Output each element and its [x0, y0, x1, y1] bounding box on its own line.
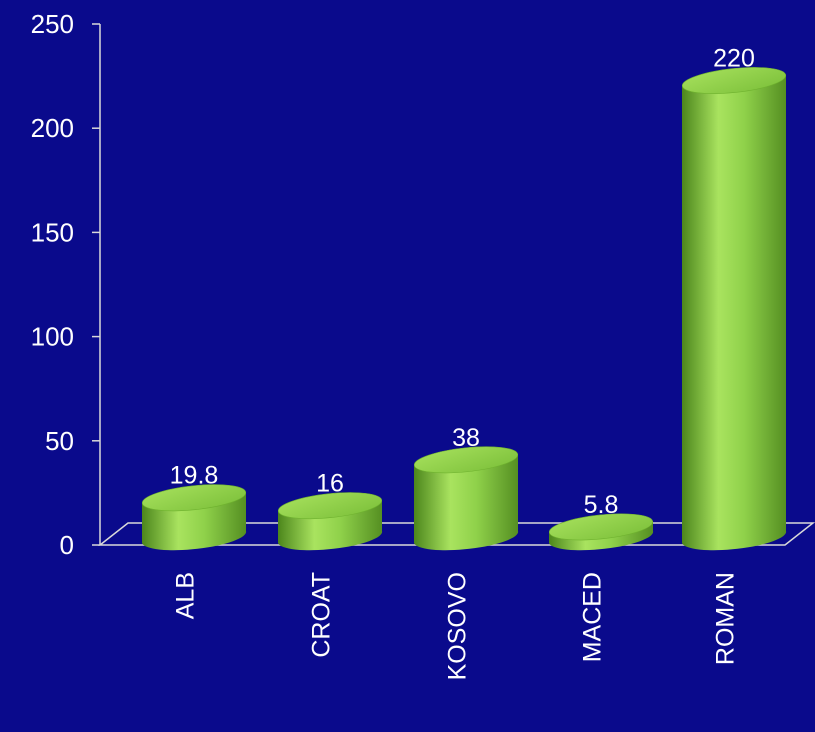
data-label: 19.8	[170, 462, 219, 490]
y-tick-label: 0	[60, 530, 74, 560]
data-label: 38	[452, 424, 480, 452]
bar-top	[548, 513, 654, 541]
category-label: ROMAN	[712, 572, 740, 665]
bar-croat	[277, 492, 383, 551]
category-label: MACED	[579, 572, 607, 662]
bar-top	[277, 492, 383, 520]
bar-body	[682, 74, 787, 551]
category-label: KOSOVO	[444, 572, 472, 680]
category-label: CROAT	[308, 572, 336, 658]
data-label: 220	[713, 45, 755, 73]
bar-kosovo	[413, 446, 519, 551]
y-tick-label: 250	[31, 9, 74, 39]
bar-top	[681, 67, 787, 94]
y-tick-label: 150	[31, 217, 74, 247]
bar-roman	[681, 67, 787, 551]
bar-body	[414, 453, 519, 551]
bar-alb	[141, 484, 247, 551]
bar-top	[141, 484, 247, 512]
category-label: ALB	[172, 572, 200, 619]
y-tick-label: 100	[31, 322, 74, 352]
data-label: 16	[316, 470, 344, 498]
data-label: 5.8	[584, 491, 619, 519]
bar-maced	[548, 513, 654, 551]
y-tick-label: 200	[31, 113, 74, 143]
bar-top	[413, 446, 519, 474]
y-tick-label: 50	[45, 426, 74, 456]
